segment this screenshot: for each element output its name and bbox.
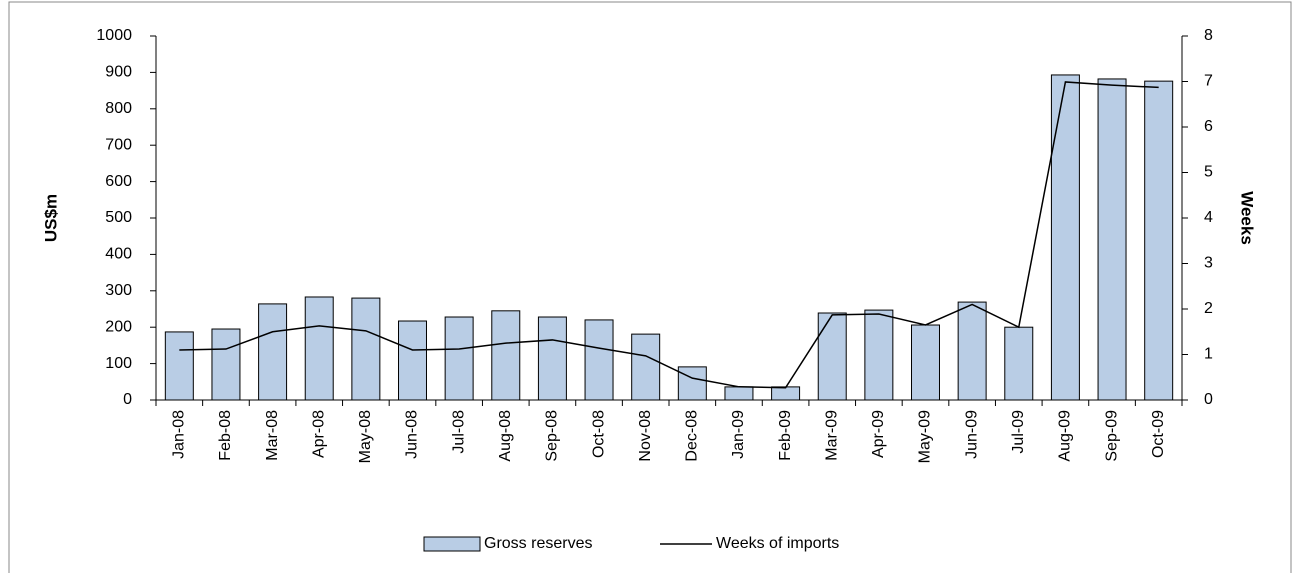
y2-tick-label: 3 xyxy=(1204,255,1213,272)
x-tick-label: Dec-08 xyxy=(684,410,701,462)
legend-label: Gross reserves xyxy=(484,535,592,552)
bar xyxy=(164,331,194,401)
bar xyxy=(491,310,521,401)
x-tick-label: Jul-08 xyxy=(450,410,467,454)
bar xyxy=(444,316,474,401)
bar xyxy=(631,333,661,401)
line xyxy=(179,81,1159,389)
bar xyxy=(864,309,894,401)
x-tick-label: Feb-09 xyxy=(777,410,794,461)
x-tick-label: Sep-09 xyxy=(1103,410,1120,462)
x-tick-label: Aug-09 xyxy=(1057,410,1074,462)
bar xyxy=(537,316,567,401)
x-tick-label: Feb-08 xyxy=(217,410,234,461)
x-tick-label: Nov-08 xyxy=(637,410,654,462)
bar xyxy=(1004,326,1034,401)
y2-tick-label: 6 xyxy=(1204,118,1213,135)
y-tick-label: 900 xyxy=(105,64,132,81)
y2-tick-label: 0 xyxy=(1204,391,1213,408)
bar xyxy=(1097,78,1127,401)
legend-label: Weeks of imports xyxy=(716,535,839,552)
y-tick-label: 200 xyxy=(105,318,132,335)
y-tick-label: 700 xyxy=(105,136,132,153)
bar xyxy=(911,324,940,401)
x-tick-label: Jan-08 xyxy=(171,410,188,459)
y-tick-label: 800 xyxy=(105,100,132,117)
x-tick-label: Mar-09 xyxy=(823,410,840,461)
bar xyxy=(258,303,288,401)
x-tick-label: Mar-08 xyxy=(264,410,281,461)
x-tick-label: Jan-09 xyxy=(730,410,747,459)
y2-axis-title: Weeks xyxy=(1238,191,1257,245)
bar xyxy=(1050,74,1080,401)
bar xyxy=(351,297,381,401)
bar xyxy=(398,320,427,401)
chart-frame xyxy=(8,1,1292,573)
y-tick-label: 1000 xyxy=(96,27,132,44)
y2-tick-label: 7 xyxy=(1204,73,1213,90)
x-tick-label: Oct-08 xyxy=(590,410,607,458)
y2-tick-label: 4 xyxy=(1204,209,1213,226)
bar xyxy=(1144,80,1174,401)
y2-tick-label: 5 xyxy=(1204,164,1213,181)
x-tick-label: Sep-08 xyxy=(544,410,561,462)
x-tick-label: Aug-08 xyxy=(497,410,514,462)
x-tick-label: Apr-08 xyxy=(310,410,327,458)
x-tick-label: Jun-09 xyxy=(963,410,980,459)
y-tick-label: 0 xyxy=(123,391,132,408)
bar xyxy=(211,328,241,401)
bar xyxy=(677,366,707,401)
bar xyxy=(817,312,847,401)
y-tick-label: 500 xyxy=(105,209,132,226)
legend-swatch xyxy=(423,536,481,552)
x-tick-label: May-09 xyxy=(917,410,934,463)
bar xyxy=(771,386,801,401)
y2-tick-label: 2 xyxy=(1204,300,1213,317)
bar xyxy=(724,386,754,401)
y-tick-label: 300 xyxy=(105,282,132,299)
bar xyxy=(584,319,614,401)
y2-tick-label: 1 xyxy=(1204,346,1213,363)
x-tick-label: Jul-09 xyxy=(1010,410,1027,454)
x-tick-label: Apr-09 xyxy=(870,410,887,458)
bar xyxy=(304,296,334,401)
x-tick-label: Oct-09 xyxy=(1150,410,1167,458)
y-tick-label: 100 xyxy=(105,355,132,372)
y2-tick-label: 8 xyxy=(1204,27,1213,44)
y-tick-label: 600 xyxy=(105,173,132,190)
bar xyxy=(957,301,987,401)
y-tick-label: 400 xyxy=(105,246,132,263)
x-tick-label: May-08 xyxy=(357,410,374,463)
y-axis-title: US$m xyxy=(41,194,60,242)
x-tick-label: Jun-08 xyxy=(404,410,421,459)
